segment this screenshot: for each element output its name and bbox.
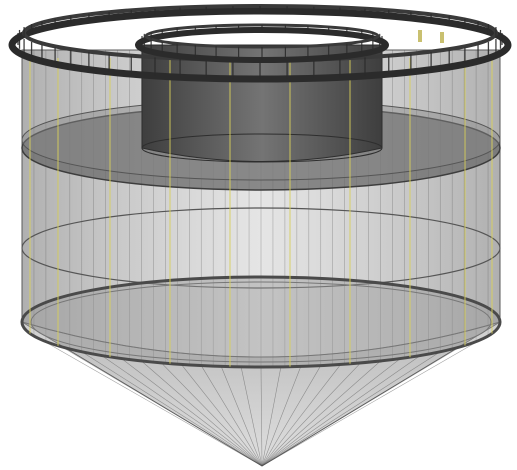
cone-mesh-line <box>200 365 263 467</box>
cone-mesh-line <box>141 360 263 467</box>
cone-mesh-line <box>261 362 361 467</box>
cone-mesh-line <box>161 362 263 467</box>
cone-mesh-line <box>101 355 263 467</box>
cone-mesh-line <box>260 366 263 467</box>
cone-mesh-line <box>261 364 341 467</box>
cone-mesh-line <box>81 351 263 467</box>
cone-mesh-line <box>261 366 282 467</box>
lower-sinker-ring <box>20 275 502 369</box>
outer-collar-posts <box>17 6 503 79</box>
cone-mesh-line <box>261 339 481 467</box>
cone-mesh-line <box>261 355 421 467</box>
cone-mesh-line <box>181 364 263 467</box>
cone-mesh-line <box>261 365 322 467</box>
vertical-ropes <box>29 58 493 367</box>
outer-float-collar <box>8 4 512 83</box>
cone-mesh-line <box>261 358 401 467</box>
cone-mesh-line <box>220 366 263 467</box>
middle-net-ring <box>21 207 501 289</box>
inner-float-collar <box>135 23 389 63</box>
cone-mesh-line <box>41 339 263 467</box>
cone-mesh-line <box>261 360 381 467</box>
walkway-detail <box>418 30 444 43</box>
cone-mesh-line <box>261 351 441 467</box>
cone-mesh-line <box>240 366 263 467</box>
inner-collar-posts <box>141 25 383 60</box>
cone-mesh-line <box>61 346 263 467</box>
inner-cylindrical-net <box>141 44 383 163</box>
cone-mesh-line <box>121 358 263 467</box>
cone-mesh-line <box>261 366 302 467</box>
conical-net-bottom <box>21 321 501 467</box>
